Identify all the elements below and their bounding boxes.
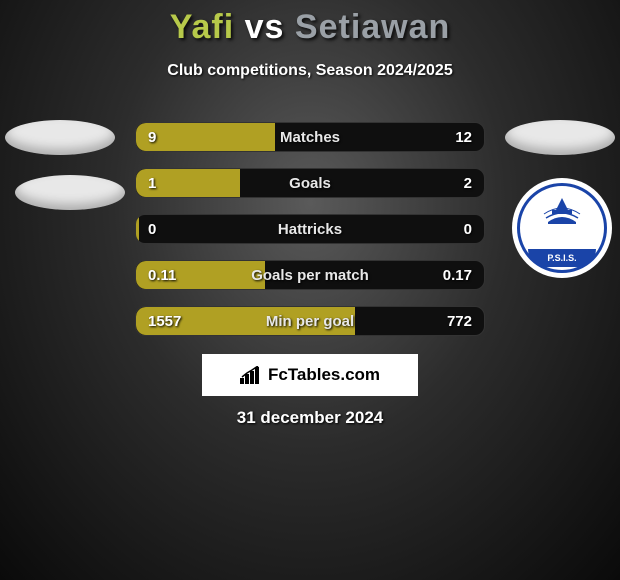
comparison-card: Yafi vs Setiawan Club competitions, Seas… [0,0,620,580]
brand-box[interactable]: FcTables.com [202,354,418,396]
stat-label: Min per goal [136,307,484,335]
player1-club-logo-1 [5,120,115,155]
vs-text: vs [245,8,285,46]
stat-row-goals-per-match: 0.11 Goals per match 0.17 [135,260,485,290]
stat-label: Goals per match [136,261,484,289]
chart-icon [240,366,262,384]
stat-value-right: 0 [464,215,472,243]
monument-icon [542,196,582,226]
subtitle: Club competitions, Season 2024/2025 [0,62,620,80]
badge-text: P.S.I.S. [528,249,596,267]
stat-value-right: 772 [447,307,472,335]
stat-label: Matches [136,123,484,151]
stat-value-right: 2 [464,169,472,197]
stat-value-right: 0.17 [443,261,472,289]
player2-club-badge: P.S.I.S. [512,178,612,278]
player1-club-logo-2 [15,175,125,210]
stat-label: Hattricks [136,215,484,243]
stat-row-matches: 9 Matches 12 [135,122,485,152]
player2-club-logo-1 [505,120,615,155]
stats-container: 9 Matches 12 1 Goals 2 0 Hattricks 0 0.1… [135,122,485,352]
stat-label: Goals [136,169,484,197]
player2-name: Setiawan [295,8,450,46]
brand-text: FcTables.com [268,365,380,385]
stat-row-min-per-goal: 1557 Min per goal 772 [135,306,485,336]
stat-value-right: 12 [455,123,472,151]
player1-name: Yafi [170,8,234,46]
stat-row-hattricks: 0 Hattricks 0 [135,214,485,244]
page-title: Yafi vs Setiawan [0,8,620,47]
date-text: 31 december 2024 [0,408,620,428]
stat-row-goals: 1 Goals 2 [135,168,485,198]
badge-inner: P.S.I.S. [517,183,607,273]
